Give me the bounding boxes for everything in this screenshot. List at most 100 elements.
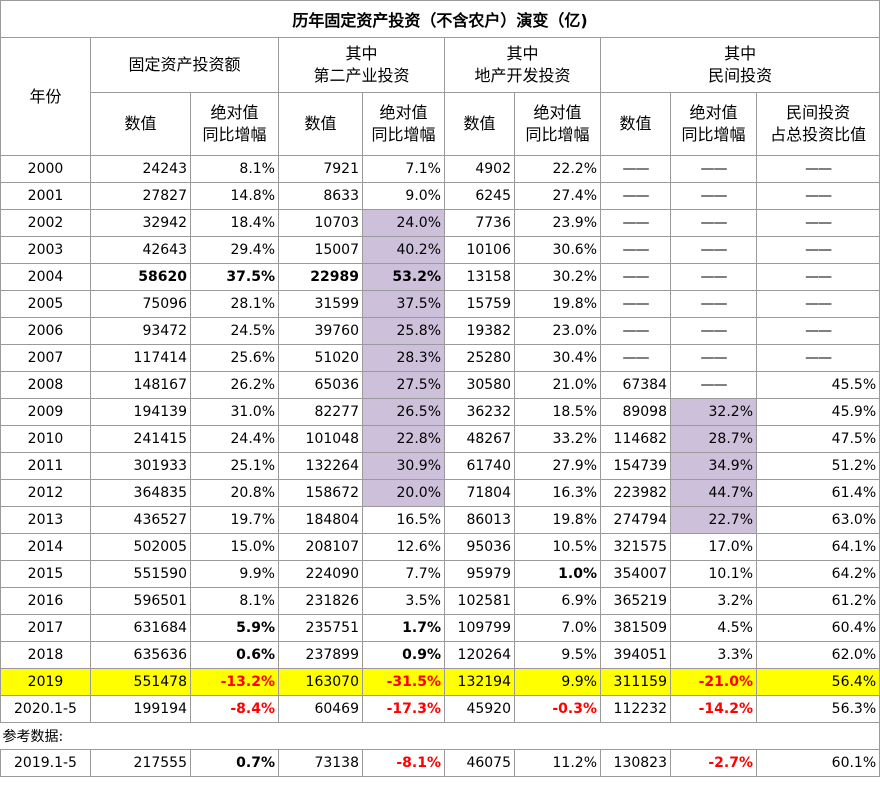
cell-fixed-asset-growth: 20.8% xyxy=(190,479,279,507)
cell-private-growth: —— xyxy=(670,317,757,345)
cell-secondary-growth: 30.9% xyxy=(362,452,445,480)
cell-private-ratio: 56.4% xyxy=(755,668,880,696)
cell-real-estate-growth: 27.9% xyxy=(514,452,601,480)
cell-secondary-value: 60469 xyxy=(278,695,363,723)
cell-real-estate-value: 45920 xyxy=(444,695,515,723)
cell-secondary-value: 65036 xyxy=(278,371,363,399)
cell-private-ratio: 47.5% xyxy=(755,425,880,453)
table-row: 2009 194139 31.0% 82277 26.5% 36232 18.5% 89098… xyxy=(0,398,880,426)
cell-secondary-value: 184804 xyxy=(278,506,363,534)
cell-private-growth: 3.3% xyxy=(670,641,757,669)
cell-private-ratio: —— xyxy=(755,263,880,291)
cell-private-ratio: 62.0% xyxy=(755,641,880,669)
table-row: 2010 241415 24.4% 101048 22.8% 48267 33.2% 1146… xyxy=(0,425,880,453)
cell-private-value: —— xyxy=(600,182,671,210)
cell-year: 2008 xyxy=(0,371,91,399)
header-secondary-industry: 其中 第二产业投资 xyxy=(278,37,445,93)
cell-secondary-growth: -17.3% xyxy=(362,695,445,723)
table-row: 2015 551590 9.9% 224090 7.7% 95979 1.0% 354007 1… xyxy=(0,560,880,588)
cell-private-value: —— xyxy=(600,344,671,372)
cell-fixed-asset-value: 551590 xyxy=(90,560,191,588)
cell-secondary-value: 158672 xyxy=(278,479,363,507)
cell-secondary-growth: 0.9% xyxy=(362,641,445,669)
cell-private-ratio: 61.4% xyxy=(755,479,880,507)
cell-private-growth: —— xyxy=(670,209,757,237)
cell-real-estate-value: 25280 xyxy=(444,344,515,372)
cell-year: 2010 xyxy=(0,425,91,453)
cell-secondary-value: 224090 xyxy=(278,560,363,588)
cell-private-ratio: —— xyxy=(755,317,880,345)
cell-real-estate-value: 46075 xyxy=(444,749,515,777)
cell-real-estate-value: 36232 xyxy=(444,398,515,426)
cell-private-growth: 32.2% xyxy=(670,398,757,426)
cell-real-estate-growth: 18.5% xyxy=(514,398,601,426)
reference-spacer xyxy=(190,722,880,750)
table-row: 2020.1-5 199194 -8.4% 60469 -17.3% 45920 -0.3%… xyxy=(0,695,880,723)
cell-year: 2020.1-5 xyxy=(0,695,91,723)
cell-real-estate-value: 10106 xyxy=(444,236,515,264)
cell-fixed-asset-value: 194139 xyxy=(90,398,191,426)
cell-year: 2001 xyxy=(0,182,91,210)
cell-private-growth: 28.7% xyxy=(670,425,757,453)
cell-real-estate-value: 19382 xyxy=(444,317,515,345)
cell-private-ratio: 60.4% xyxy=(755,614,880,642)
cell-fixed-asset-value: 301933 xyxy=(90,452,191,480)
cell-real-estate-value: 4902 xyxy=(444,155,515,183)
cell-secondary-value: 237899 xyxy=(278,641,363,669)
table-row: 2007 117414 25.6% 51020 28.3% 25280 30.4% —— —— —… xyxy=(0,344,880,372)
cell-private-ratio: —— xyxy=(755,155,880,183)
cell-secondary-value: 22989 xyxy=(278,263,363,291)
cell-fixed-asset-growth: 28.1% xyxy=(190,290,279,318)
cell-real-estate-growth: 7.0% xyxy=(514,614,601,642)
cell-private-ratio: 63.0% xyxy=(755,506,880,534)
table-row: 2016 596501 8.1% 231826 3.5% 102581 6.9% 365219… xyxy=(0,587,880,615)
cell-year: 2019.1-5 xyxy=(0,749,91,777)
cell-year: 2003 xyxy=(0,236,91,264)
cell-fixed-asset-value: 58620 xyxy=(90,263,191,291)
cell-fixed-asset-growth: 29.4% xyxy=(190,236,279,264)
cell-private-value: 67384 xyxy=(600,371,671,399)
cell-private-ratio: 60.1% xyxy=(755,749,880,777)
cell-fixed-asset-growth: 8.1% xyxy=(190,587,279,615)
cell-year: 2000 xyxy=(0,155,91,183)
cell-real-estate-value: 71804 xyxy=(444,479,515,507)
cell-real-estate-growth: 10.5% xyxy=(514,533,601,561)
cell-private-growth: 3.2% xyxy=(670,587,757,615)
cell-fixed-asset-growth: -8.4% xyxy=(190,695,279,723)
cell-secondary-value: 10703 xyxy=(278,209,363,237)
header-fixed-asset: 固定资产投资额 xyxy=(90,37,279,93)
cell-real-estate-value: 120264 xyxy=(444,641,515,669)
cell-private-value: —— xyxy=(600,317,671,345)
cell-real-estate-value: 30580 xyxy=(444,371,515,399)
cell-fixed-asset-growth: 24.5% xyxy=(190,317,279,345)
cell-secondary-value: 235751 xyxy=(278,614,363,642)
cell-private-ratio: 51.2% xyxy=(755,452,880,480)
cell-fixed-asset-value: 364835 xyxy=(90,479,191,507)
cell-fixed-asset-value: 551478 xyxy=(90,668,191,696)
subheader-value: 数值 xyxy=(278,92,363,156)
cell-fixed-asset-value: 635636 xyxy=(90,641,191,669)
cell-real-estate-growth: 30.4% xyxy=(514,344,601,372)
cell-private-ratio: 56.3% xyxy=(755,695,880,723)
cell-private-growth: -2.7% xyxy=(670,749,757,777)
cell-secondary-growth: 40.2% xyxy=(362,236,445,264)
cell-fixed-asset-value: 93472 xyxy=(90,317,191,345)
cell-private-value: 321575 xyxy=(600,533,671,561)
cell-private-ratio: —— xyxy=(755,209,880,237)
cell-fixed-asset-growth: 15.0% xyxy=(190,533,279,561)
cell-private-ratio: 64.1% xyxy=(755,533,880,561)
cell-real-estate-growth: 19.8% xyxy=(514,506,601,534)
cell-private-value: 89098 xyxy=(600,398,671,426)
table-row: 2005 75096 28.1% 31599 37.5% 15759 19.8% —— —— —— xyxy=(0,290,880,318)
cell-fixed-asset-value: 148167 xyxy=(90,371,191,399)
cell-fixed-asset-value: 436527 xyxy=(90,506,191,534)
cell-real-estate-value: 109799 xyxy=(444,614,515,642)
cell-real-estate-value: 86013 xyxy=(444,506,515,534)
cell-year: 2005 xyxy=(0,290,91,318)
cell-private-value: 381509 xyxy=(600,614,671,642)
table-row: 2013 436527 19.7% 184804 16.5% 86013 19.8% 2747… xyxy=(0,506,880,534)
table-row: 2006 93472 24.5% 39760 25.8% 19382 23.0% —— —— —— xyxy=(0,317,880,345)
cell-real-estate-value: 48267 xyxy=(444,425,515,453)
cell-secondary-growth: 25.8% xyxy=(362,317,445,345)
cell-secondary-value: 7921 xyxy=(278,155,363,183)
